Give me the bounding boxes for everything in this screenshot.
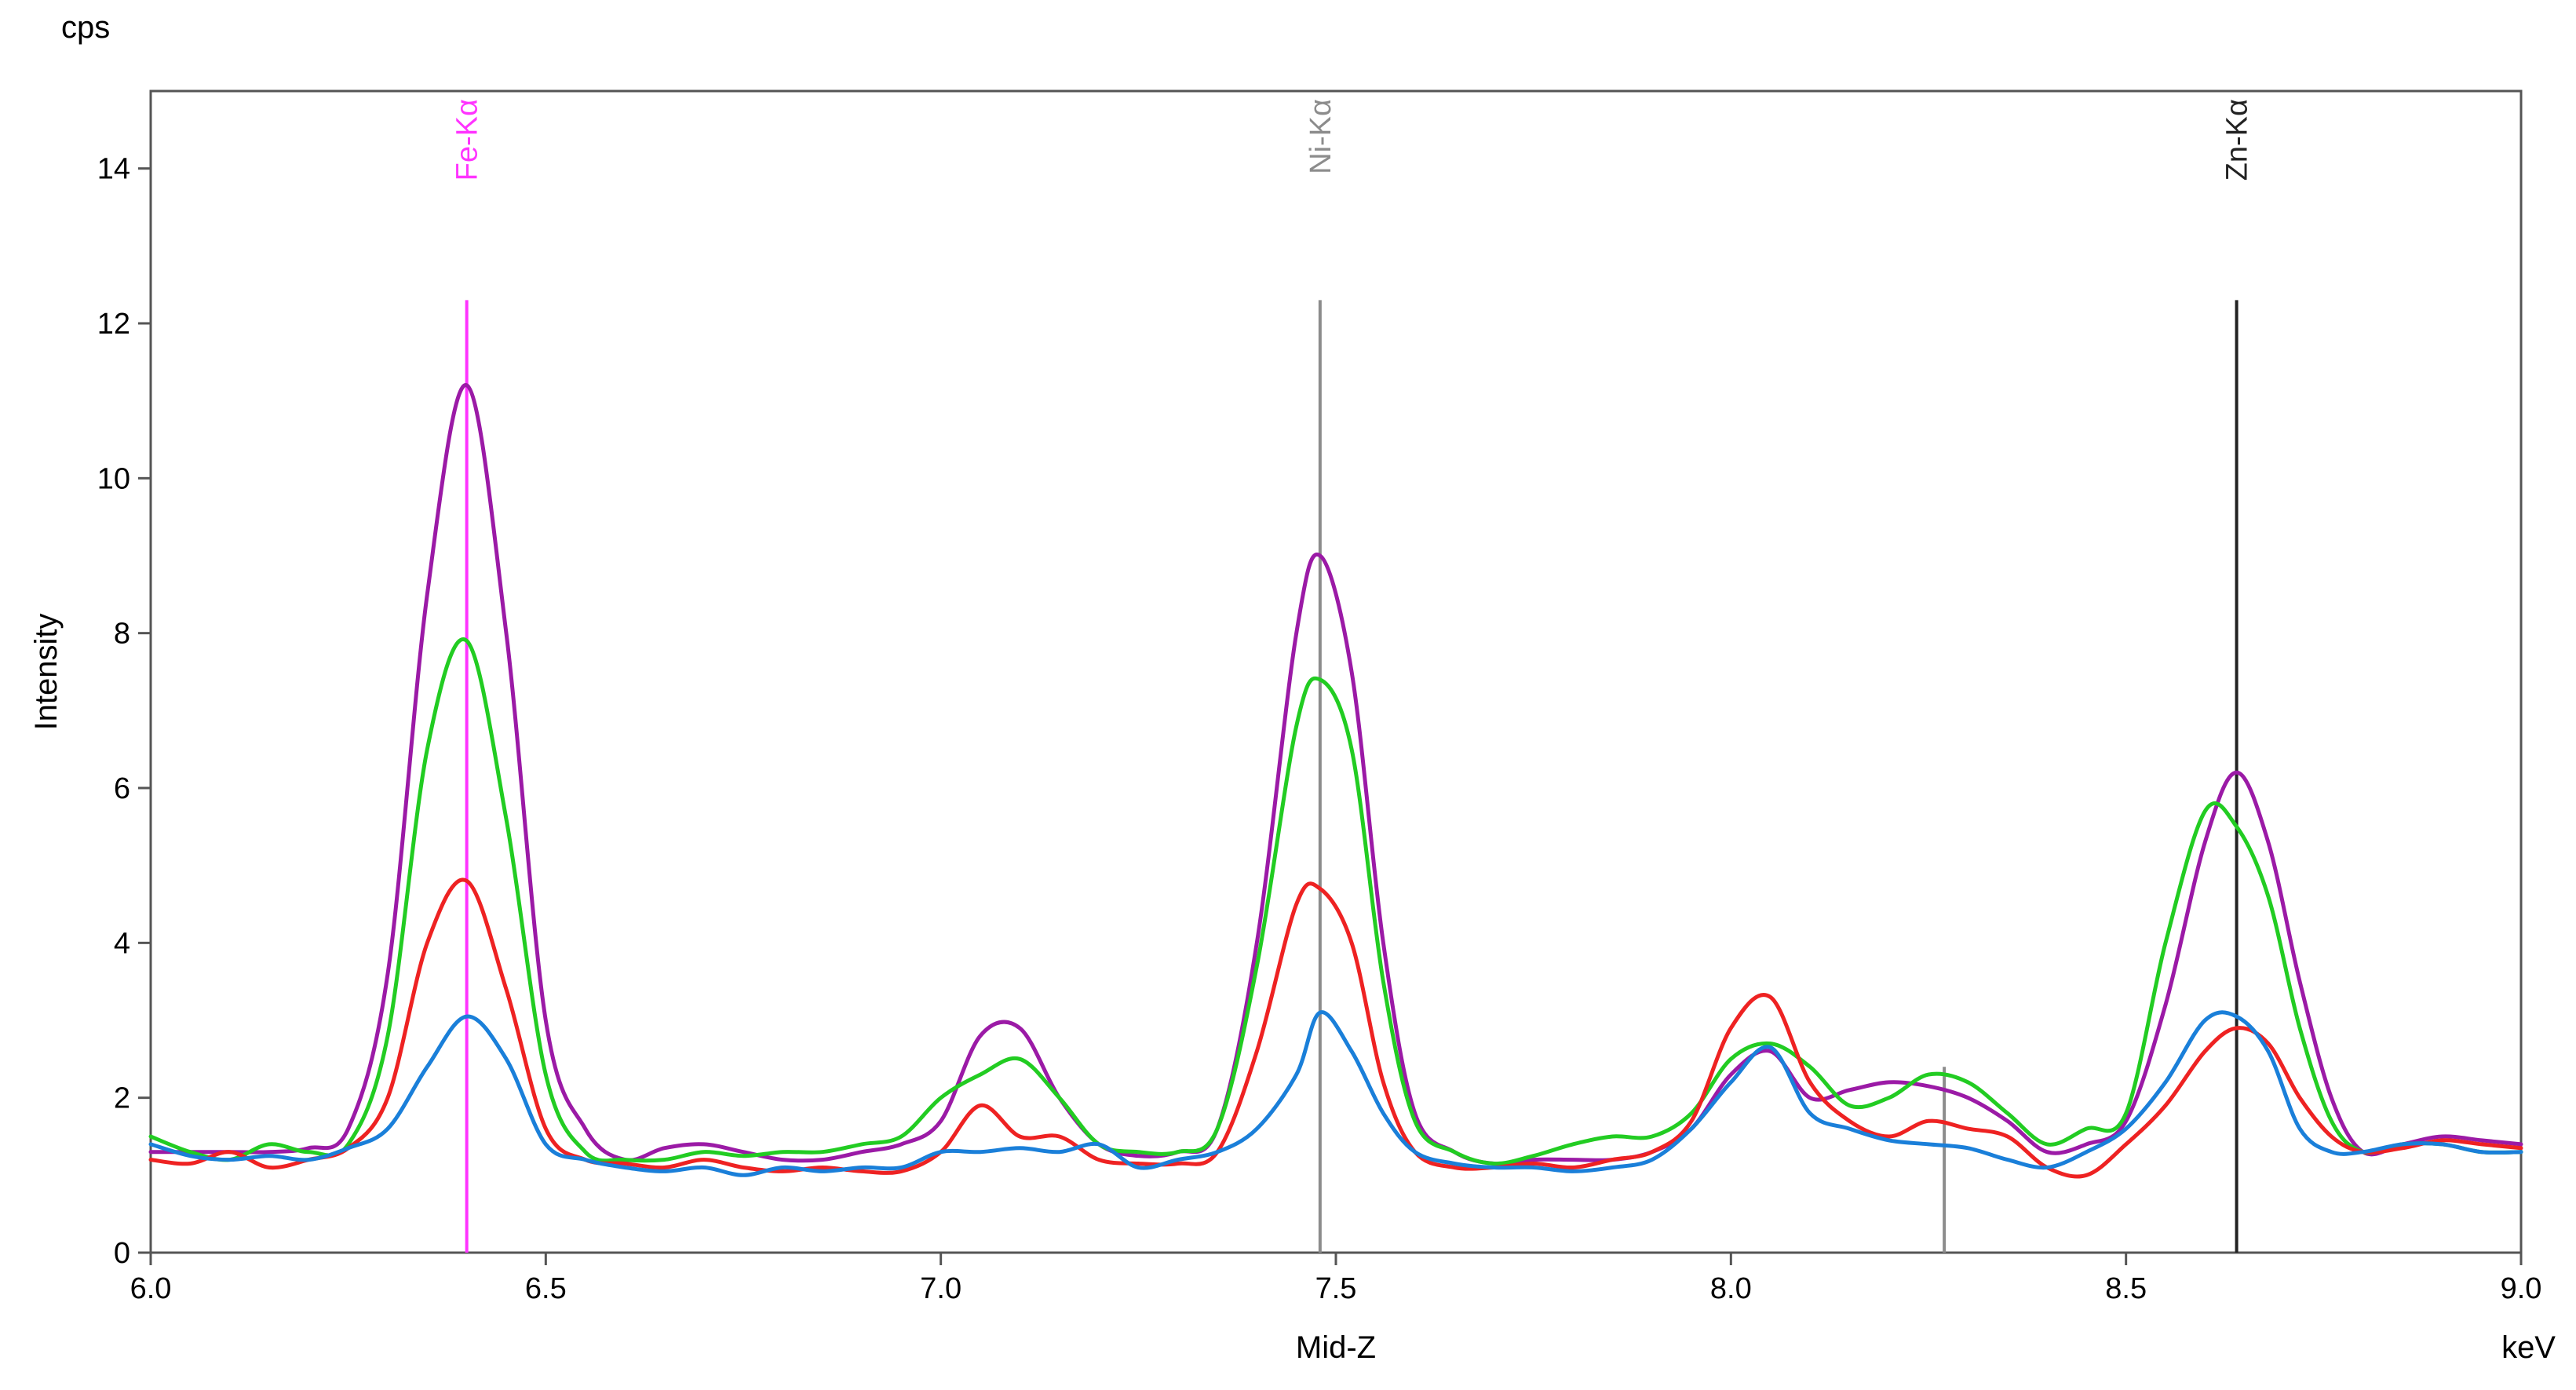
x-tick-label-1: 6.5 xyxy=(525,1272,567,1305)
y-tick-label-2: 4 xyxy=(114,927,130,960)
x-unit-label: keV xyxy=(2501,1330,2556,1365)
y-tick-label-3: 6 xyxy=(114,772,130,805)
x-axis-title: Mid-Z xyxy=(1296,1330,1376,1365)
series-line-2 xyxy=(148,877,2523,1179)
y-axis-title: Intensity xyxy=(29,614,64,731)
x-tick-label-6: 9.0 xyxy=(2501,1272,2542,1305)
x-tick-label-2: 7.0 xyxy=(920,1272,961,1305)
x-tick-label-0: 6.0 xyxy=(130,1272,172,1305)
y-tick-label-6: 12 xyxy=(97,308,130,341)
x-tick-label-3: 7.5 xyxy=(1315,1272,1357,1305)
marker-label-2: Zn-Kα xyxy=(2221,99,2254,181)
y-tick-label-1: 2 xyxy=(114,1082,130,1115)
series-line-3 xyxy=(148,1010,2523,1177)
marker-label-1: Ni-Kα xyxy=(1304,99,1337,174)
x-tick-label-5: 8.5 xyxy=(2105,1272,2147,1305)
series-line-0 xyxy=(148,383,2523,1166)
y-tick-label-5: 10 xyxy=(97,462,130,495)
y-unit-label: cps xyxy=(61,10,110,45)
y-tick-label-0: 0 xyxy=(114,1237,130,1270)
y-tick-label-7: 14 xyxy=(97,153,130,186)
plot-area xyxy=(149,89,2523,1254)
x-tick-label-4: 8.0 xyxy=(1710,1272,1752,1305)
series-line-1 xyxy=(148,637,2523,1166)
marker-label-0: Fe-Kα xyxy=(451,99,484,181)
y-tick-label-4: 8 xyxy=(114,618,130,651)
